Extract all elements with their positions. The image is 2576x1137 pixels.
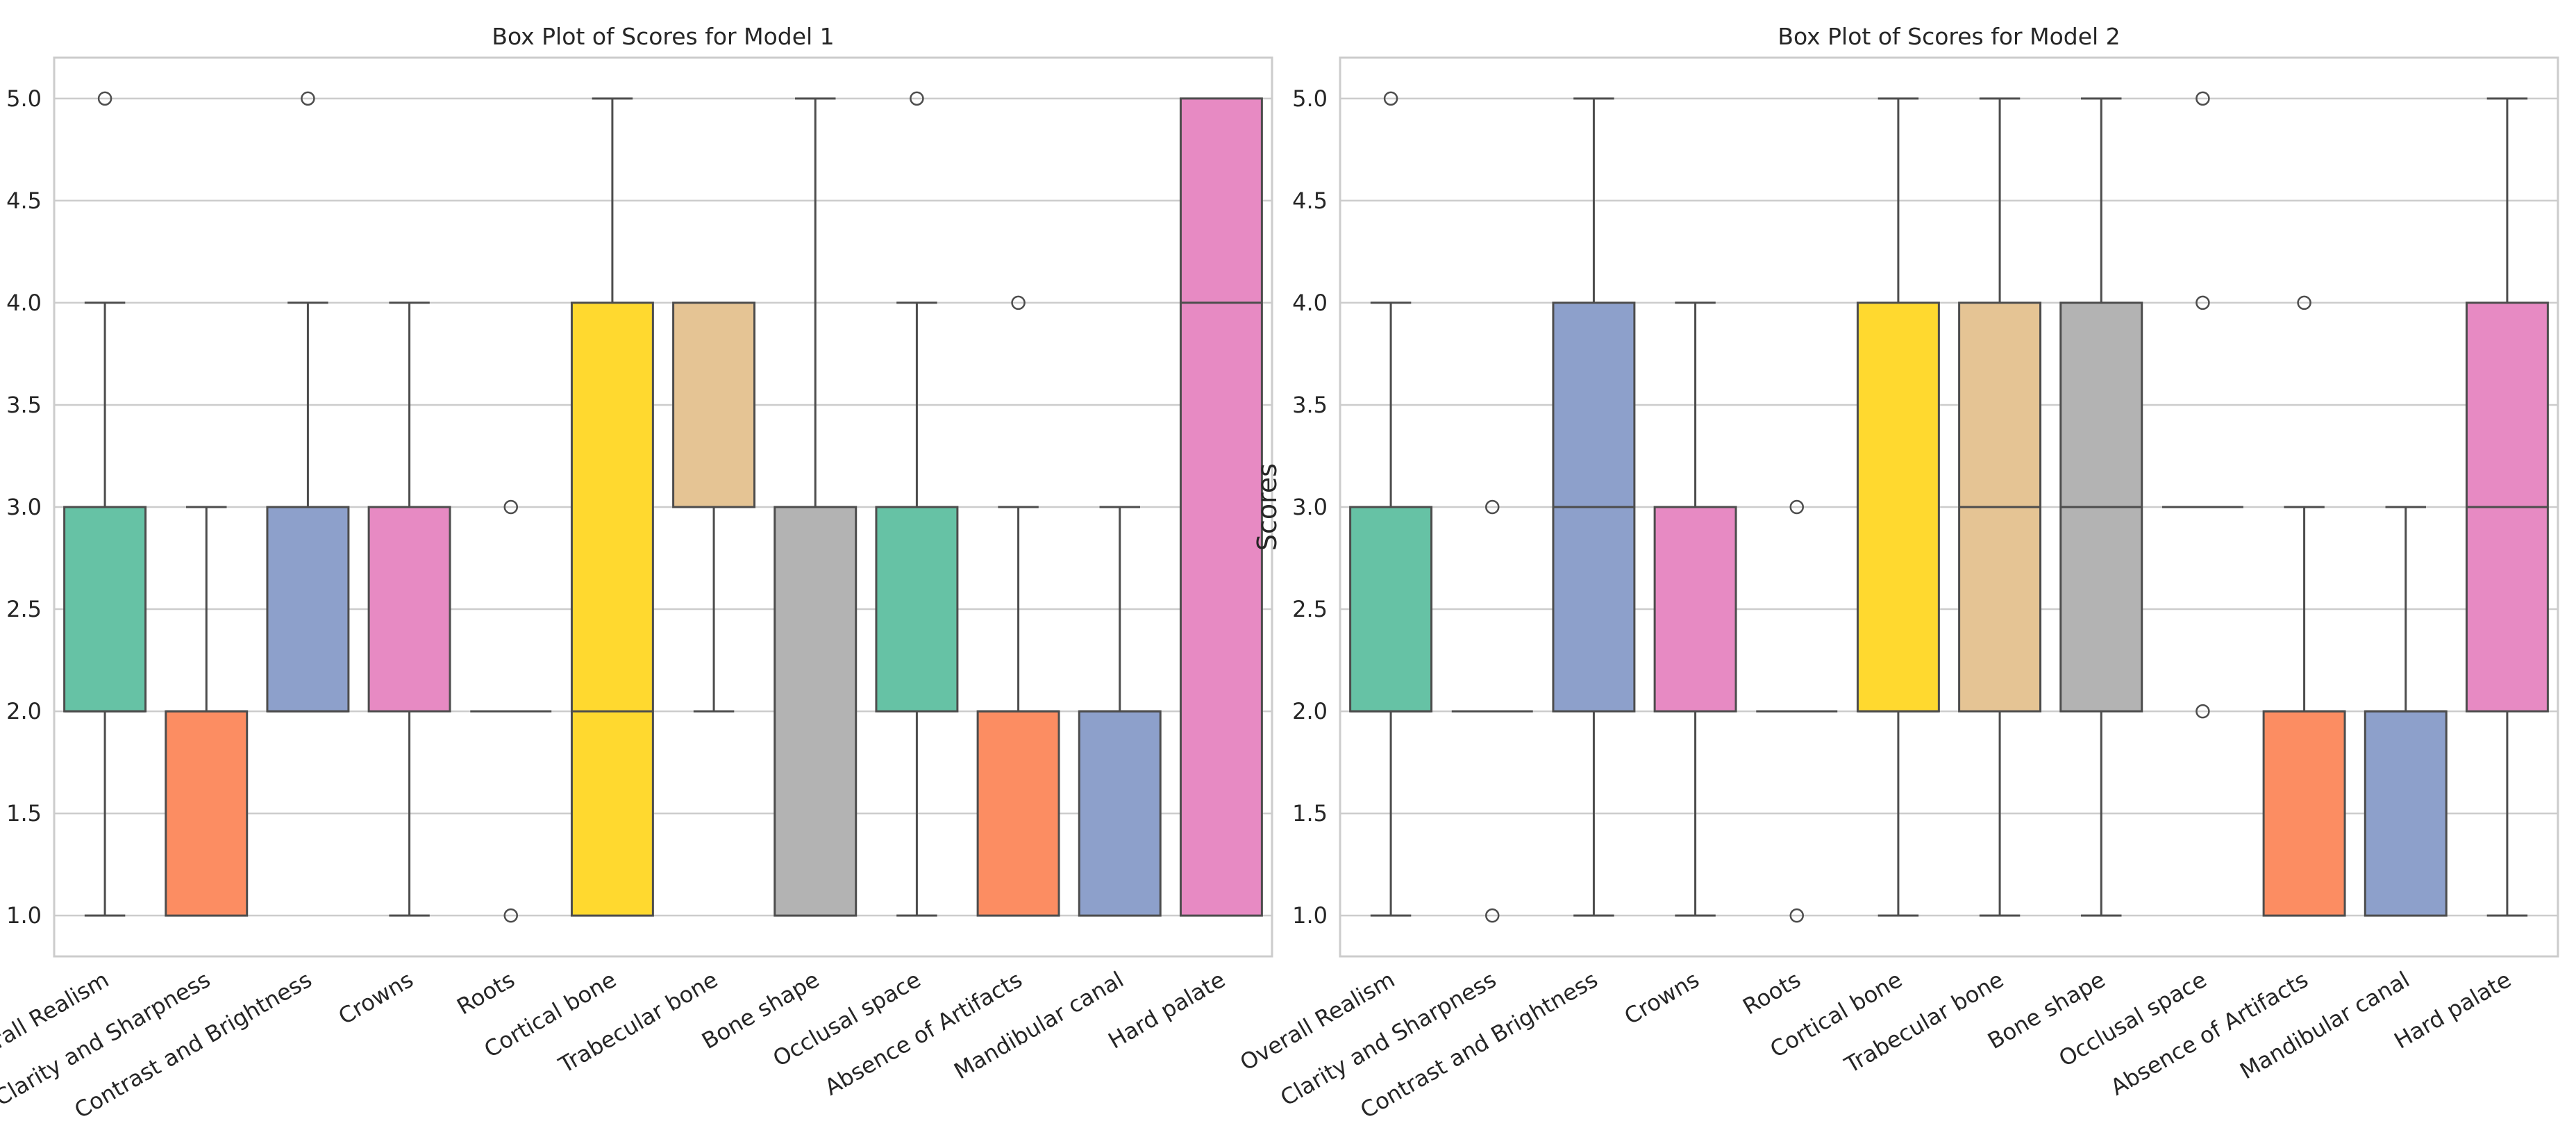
x-tick-label: Roots: [453, 966, 519, 1020]
y-tick-label: 4.0: [6, 290, 42, 316]
box-body: [1349, 506, 1433, 713]
outlier-point: [1383, 91, 1398, 106]
y-tick-label: 2.0: [6, 698, 42, 724]
y-tick-label: 4.0: [1292, 290, 1328, 316]
box-body: [63, 506, 147, 713]
y-tick-label: 3.0: [1292, 494, 1328, 520]
y-tick-label: 2.5: [1292, 596, 1328, 622]
box-body: [976, 710, 1060, 917]
x-tick-label: Mandibular canal: [949, 966, 1128, 1084]
chart-title: Box Plot of Scores for Model 2: [1778, 23, 2120, 50]
box-6: [1856, 97, 1940, 917]
box-body: [672, 301, 756, 508]
box-1: [1349, 91, 1433, 917]
box-11: [2364, 506, 2448, 917]
chart-title: Box Plot of Scores for Model 1: [492, 23, 834, 50]
box-3: [1552, 97, 1636, 917]
y-axis-label: Scores: [1252, 463, 1282, 551]
box-body: [1179, 97, 1263, 917]
outlier-point: [503, 908, 518, 923]
outlier-point: [910, 91, 924, 106]
box-7: [672, 301, 756, 713]
plot-area-frame: [1339, 56, 2559, 958]
box-10: [976, 295, 1060, 917]
x-tick-label: Hard palate: [1104, 966, 1230, 1054]
outlier-point: [1485, 908, 1500, 923]
box-5: [1756, 499, 1838, 923]
outlier-point: [2196, 704, 2210, 719]
x-tick-label: Mandibular canal: [2235, 966, 2414, 1084]
outlier-point: [1789, 499, 1804, 515]
box-2: [165, 506, 249, 917]
outlier-point: [1485, 499, 1500, 515]
box-5: [470, 499, 552, 923]
box-9: [875, 91, 959, 917]
box-8: [2059, 97, 2143, 917]
box-7: [1958, 97, 2042, 917]
y-tick-label: 2.0: [1292, 698, 1328, 724]
outlier-point: [2196, 91, 2210, 106]
x-tick-label: Roots: [1739, 966, 1805, 1020]
y-tick-label: 3.5: [6, 392, 42, 418]
y-tick-label: 1.0: [6, 902, 42, 929]
box-body: [266, 506, 350, 713]
box-body: [2262, 710, 2346, 917]
box-body: [875, 506, 959, 713]
box-8: [773, 97, 858, 917]
y-tick-label: 4.5: [1292, 188, 1328, 214]
outlier-point: [2297, 295, 2311, 310]
box-9: [2161, 91, 2243, 719]
y-tick-label: 1.0: [1292, 902, 1328, 929]
y-tick-label: 1.5: [6, 800, 42, 827]
y-tick-label: 5.0: [6, 85, 42, 112]
box-body: [773, 506, 858, 917]
outlier-point: [1789, 908, 1804, 923]
x-tick-label: Crowns: [334, 966, 418, 1030]
box-body: [570, 301, 654, 917]
box-body: [367, 506, 451, 713]
box-body: [2364, 710, 2448, 917]
box-12: [2465, 97, 2549, 917]
outlier-point: [301, 91, 315, 106]
chart-panel-1: 1.0 1.5 2.0 2.5 3.0 3.5 4.0 4.5 5.0 Box Plot of S…: [0, 23, 1273, 1124]
box-1: [63, 91, 147, 917]
y-tick-label: 4.5: [6, 188, 42, 214]
box-body: [1856, 301, 1940, 713]
y-tick-label: 2.5: [6, 596, 42, 622]
box-2: [1451, 499, 1533, 923]
outlier-point: [503, 499, 518, 515]
y-tick-label: 3.5: [1292, 392, 1328, 418]
box-body: [1078, 710, 1162, 917]
box-12: [1179, 97, 1263, 917]
box-10: [2262, 295, 2346, 917]
y-tick-label: 5.0: [1292, 85, 1328, 112]
box-4: [367, 301, 451, 917]
x-tick-label: Hard palate: [2390, 966, 2516, 1054]
outlier-point: [2196, 295, 2210, 310]
box-body: [165, 710, 249, 917]
y-tick-label: 3.0: [6, 494, 42, 520]
y-tick-label: 1.5: [1292, 800, 1328, 827]
plot-area-frame: [53, 56, 1273, 958]
box-3: [266, 91, 350, 713]
x-tick-label: Crowns: [1620, 966, 1704, 1030]
chart-panel-2: 1.0 1.5 2.0 2.5 3.0 3.5 4.0 4.5 5.0 Box Plot of S…: [1235, 23, 2559, 1124]
box-4: [1653, 301, 1737, 917]
box-11: [1078, 506, 1162, 917]
outlier-point: [97, 91, 112, 106]
box-body: [1653, 506, 1737, 713]
box-6: [570, 97, 654, 917]
outlier-point: [1011, 295, 1026, 310]
